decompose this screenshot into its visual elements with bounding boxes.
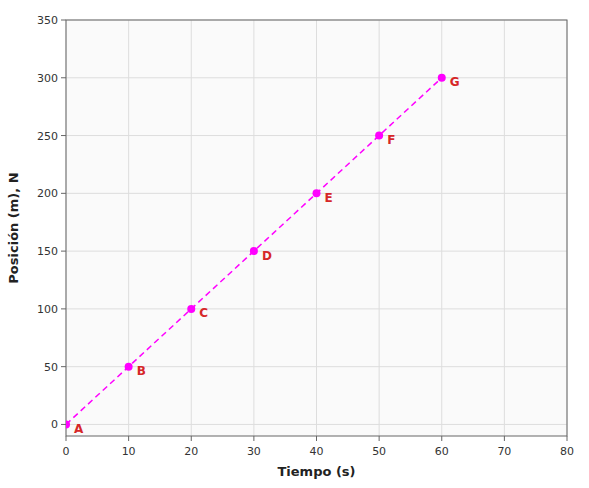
y-tick-label: 200 bbox=[37, 187, 58, 200]
y-tick-mark bbox=[61, 251, 66, 252]
plot-frame bbox=[66, 20, 567, 436]
y-tick-mark bbox=[61, 424, 66, 425]
x-grid-line bbox=[191, 20, 192, 436]
x-tick-label: 80 bbox=[560, 445, 574, 458]
y-grid-line bbox=[66, 251, 567, 252]
y-tick-label: 300 bbox=[37, 72, 58, 85]
x-tick-label: 40 bbox=[310, 445, 324, 458]
x-tick-mark bbox=[191, 436, 192, 441]
data-point bbox=[250, 247, 258, 255]
chart-container: 0 10 20 30 40 50 60 70 80 0 50 100 150 200 250 300 350 A B… bbox=[0, 0, 589, 488]
x-tick-mark bbox=[66, 436, 67, 441]
y-tick-mark bbox=[61, 77, 66, 78]
y-tick-mark bbox=[61, 366, 66, 367]
point-label: C bbox=[199, 306, 208, 320]
x-grid-line bbox=[441, 20, 442, 436]
x-grid-line bbox=[379, 20, 380, 436]
data-point bbox=[375, 132, 383, 140]
point-label: F bbox=[387, 133, 395, 147]
data-point bbox=[438, 74, 446, 82]
x-tick-label: 50 bbox=[372, 445, 386, 458]
point-label: E bbox=[325, 191, 333, 205]
series-line bbox=[66, 78, 442, 425]
x-axis-title: Tiempo (s) bbox=[277, 464, 355, 479]
x-tick-mark bbox=[567, 436, 568, 441]
x-grid-line bbox=[128, 20, 129, 436]
y-grid-line bbox=[66, 308, 567, 309]
y-tick-label: 0 bbox=[51, 418, 58, 431]
y-grid-line bbox=[66, 135, 567, 136]
x-tick-label: 60 bbox=[435, 445, 449, 458]
x-tick-label: 30 bbox=[247, 445, 261, 458]
data-layer bbox=[66, 74, 446, 429]
y-tick-label: 150 bbox=[37, 245, 58, 258]
data-point bbox=[187, 305, 195, 313]
y-tick-label: 50 bbox=[44, 361, 58, 374]
plot-background bbox=[66, 20, 567, 436]
x-tick-mark bbox=[253, 436, 254, 441]
grid bbox=[66, 20, 567, 436]
y-tick-mark bbox=[61, 193, 66, 194]
x-tick-mark bbox=[441, 436, 442, 441]
y-tick-mark bbox=[61, 308, 66, 309]
x-tick-label: 70 bbox=[497, 445, 511, 458]
x-grid-line bbox=[316, 20, 317, 436]
x-tick-mark bbox=[504, 436, 505, 441]
x-tick-label: 20 bbox=[184, 445, 198, 458]
x-tick-label: 0 bbox=[63, 445, 70, 458]
x-tick-mark bbox=[128, 436, 129, 441]
y-axis-title: Posición (m), N bbox=[6, 172, 21, 283]
data-point bbox=[313, 189, 321, 197]
data-point bbox=[125, 363, 133, 371]
x-tick-label: 10 bbox=[122, 445, 136, 458]
point-label: B bbox=[137, 364, 146, 378]
y-grid-line bbox=[66, 77, 567, 78]
y-grid-line bbox=[66, 424, 567, 425]
x-grid-line bbox=[504, 20, 505, 436]
y-tick-label: 100 bbox=[37, 303, 58, 316]
point-label: G bbox=[450, 75, 460, 89]
chart-svg: 0 10 20 30 40 50 60 70 80 0 50 100 150 200 250 300 350 A B… bbox=[0, 0, 589, 488]
x-grid-line bbox=[253, 20, 254, 436]
y-tick-mark bbox=[61, 135, 66, 136]
point-label: A bbox=[74, 422, 84, 436]
point-label: D bbox=[262, 249, 272, 263]
data-point bbox=[66, 420, 70, 428]
y-tick-label: 250 bbox=[37, 130, 58, 143]
y-tick-label: 350 bbox=[37, 14, 58, 27]
y-tick-mark bbox=[61, 20, 66, 21]
x-tick-mark bbox=[379, 436, 380, 441]
x-tick-mark bbox=[316, 436, 317, 441]
